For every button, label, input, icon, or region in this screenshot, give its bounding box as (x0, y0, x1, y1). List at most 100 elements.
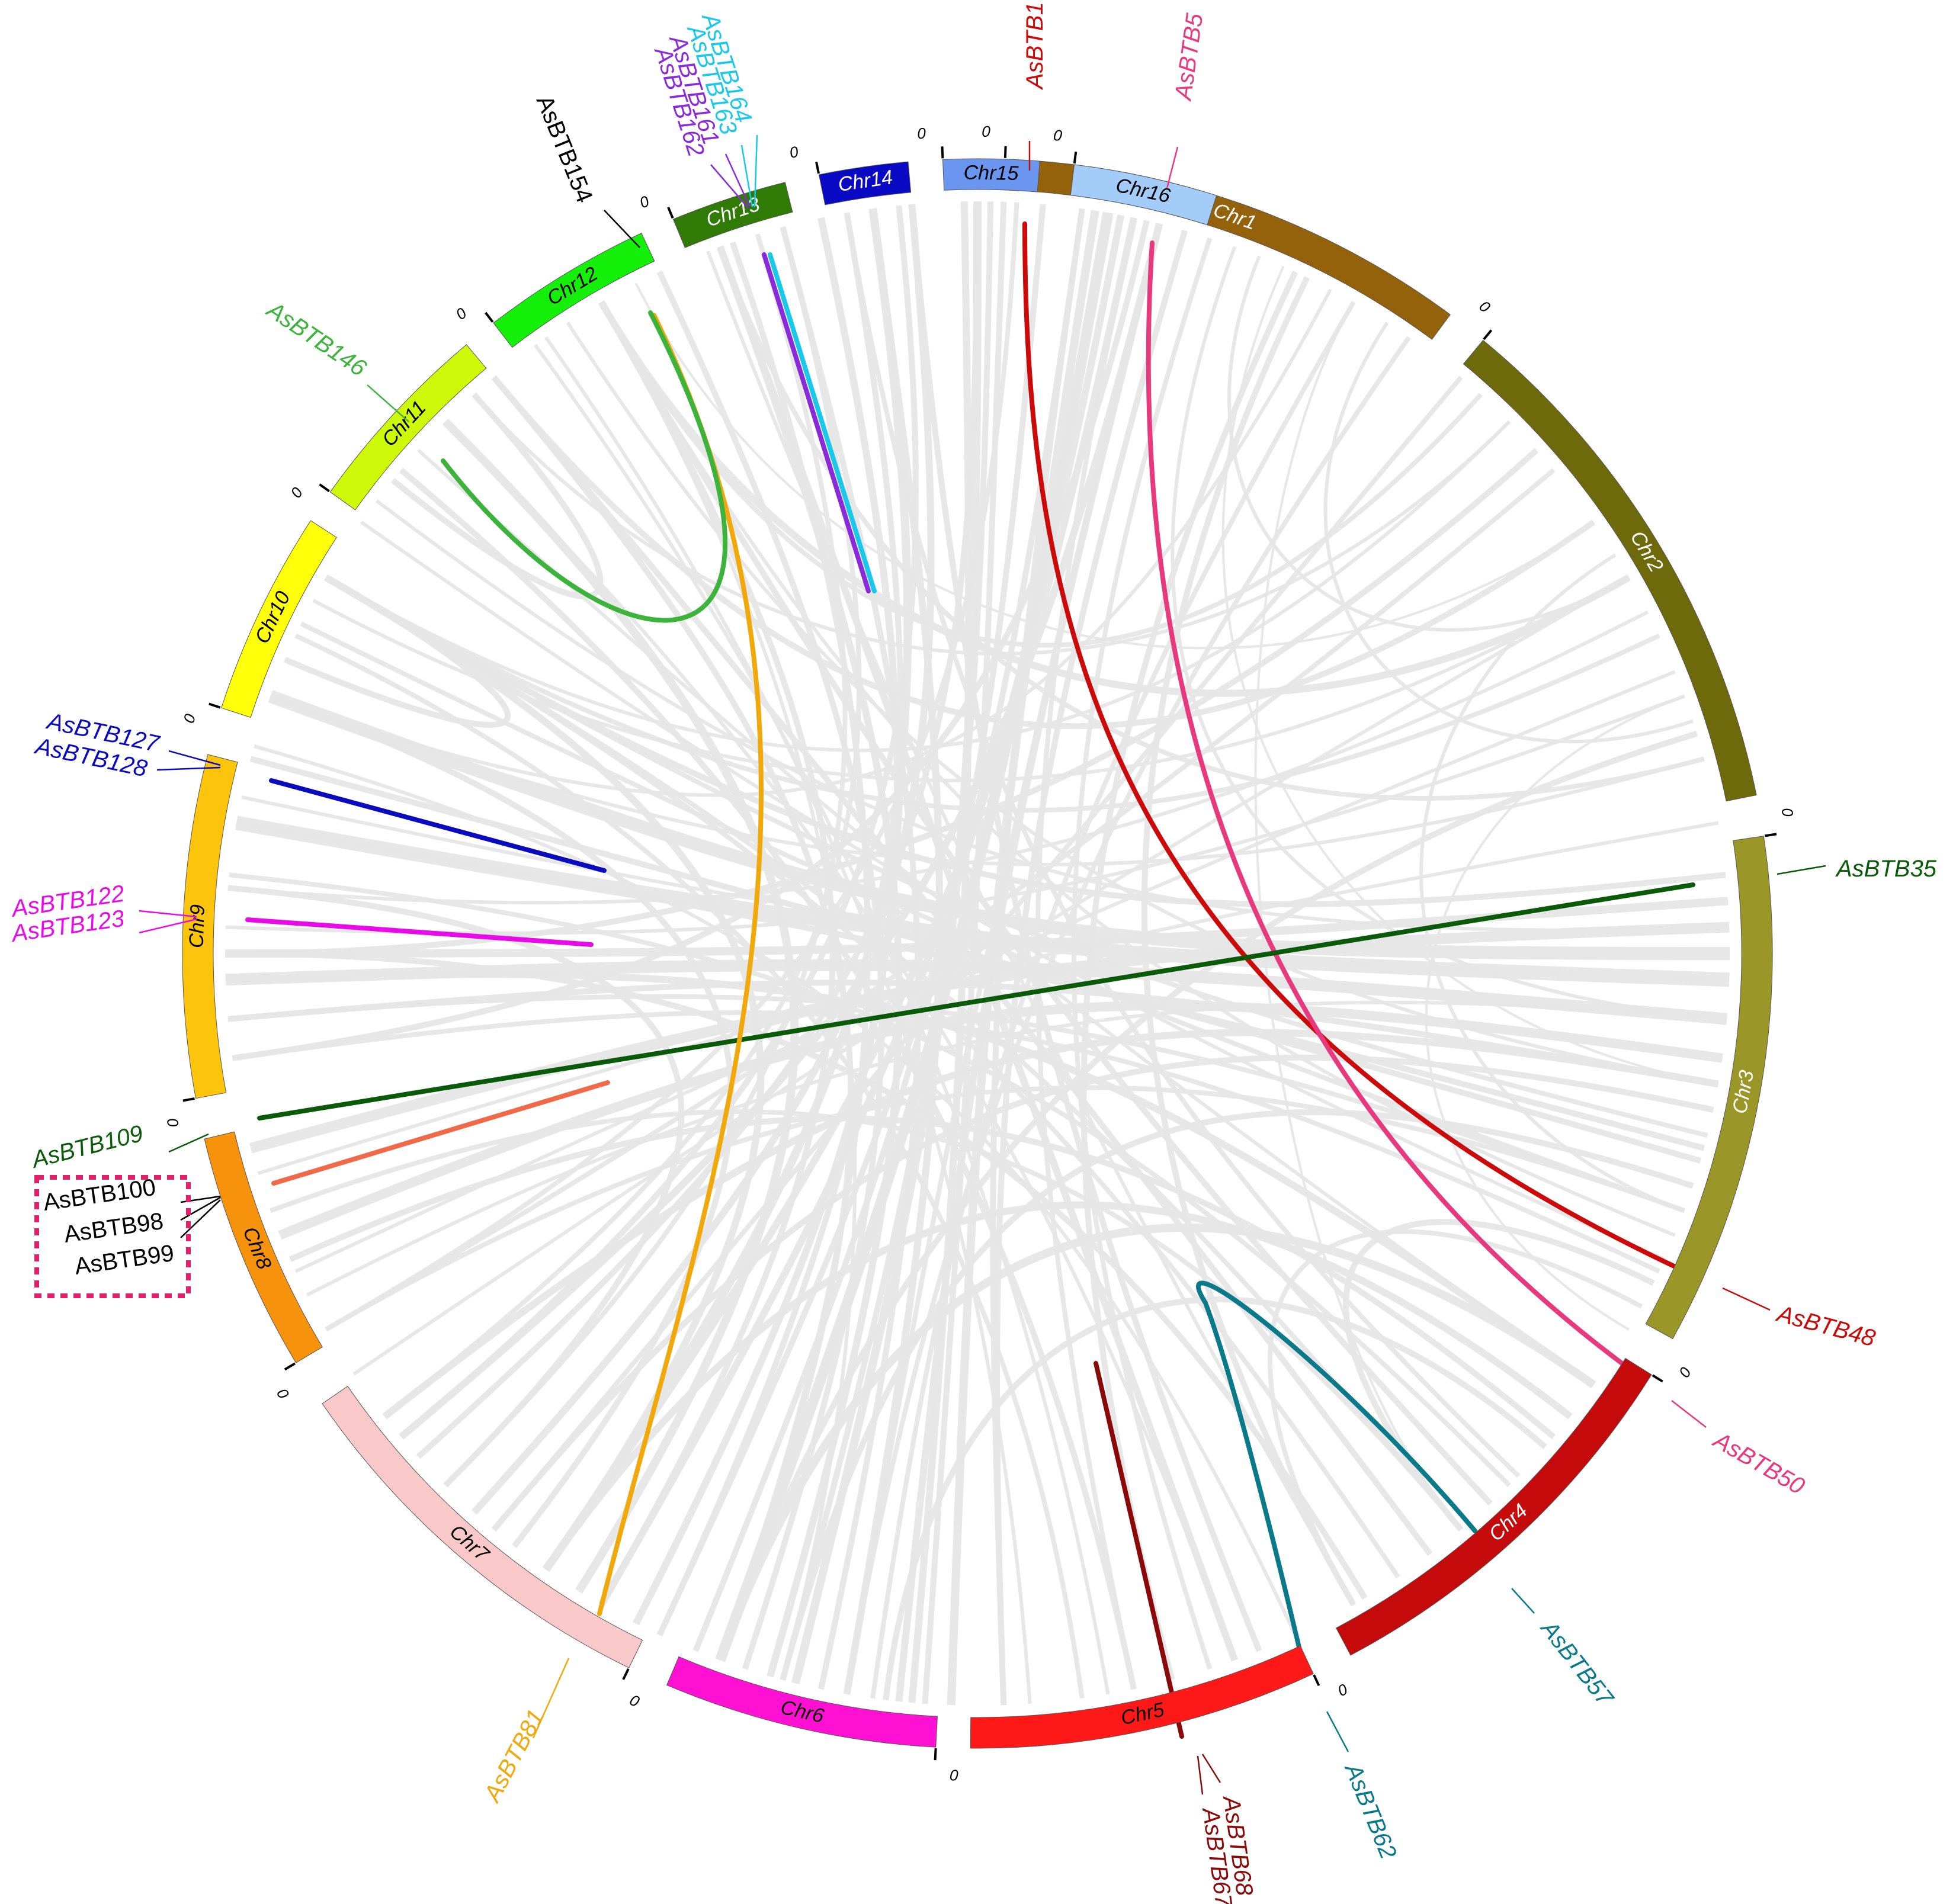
start-tick (1073, 151, 1078, 164)
gene-label-asbtb62: AsBTB62 (1326, 1711, 1402, 1863)
start-tick (1764, 833, 1777, 837)
start-tick (1652, 1374, 1663, 1383)
chromosome-band (1463, 339, 1757, 802)
chromosome-band (182, 754, 238, 1099)
synteny-link (471, 204, 935, 1515)
duplication-link (1146, 240, 1627, 1367)
label-leader-line (139, 918, 197, 934)
gene-label-asbtb57: AsBTB57 (1511, 1588, 1619, 1712)
gene-label-asbtb146: AsBTB146 (261, 296, 409, 422)
synteny-link (324, 574, 765, 1572)
label-leader-line (1201, 1754, 1221, 1783)
synteny-link (566, 322, 1719, 1086)
start-tick-label: 0 (1476, 297, 1494, 316)
synteny-link (656, 212, 905, 1637)
start-tick-label: 0 (1053, 126, 1064, 145)
start-tick (485, 312, 494, 323)
chromosome-label: Chr9 (185, 904, 210, 948)
synteny-link (325, 202, 1019, 1332)
label-leader-line (532, 1658, 570, 1739)
chromosome-band (942, 158, 1040, 192)
chromosome-band (322, 1385, 643, 1668)
start-tick (622, 1668, 630, 1680)
start-tick-label: 0 (982, 123, 991, 141)
gene-label-text: AsBTB5 (1170, 11, 1208, 102)
label-leader-line (724, 153, 751, 208)
label-leader-line (1166, 146, 1179, 189)
chromosome-ring: 0Chr10Chr20Chr30Chr40Chr50Chr60Chr70Chr8… (163, 123, 1797, 1784)
label-leader-line (710, 164, 748, 208)
start-tick-label: 0 (179, 711, 199, 725)
label-leader-line (180, 1196, 221, 1221)
gene-label-asbtb109: AsBTB109 (28, 1120, 209, 1173)
synteny-link (844, 223, 1162, 1695)
gene-label-text: AsBTB100 (41, 1174, 157, 1216)
start-tick (1483, 329, 1493, 341)
background-synteny-links (225, 201, 1730, 1706)
chromosome-band (329, 344, 487, 510)
gene-label-text: AsBTB50 (1708, 1427, 1809, 1500)
gene-label-asbtb35: AsBTB35 (1777, 856, 1937, 882)
synteny-link (543, 217, 1137, 1572)
gene-label-asbtb48: AsBTB48 (1722, 1287, 1878, 1352)
synteny-link (472, 393, 1511, 656)
label-leader-line (156, 766, 221, 771)
duplication-link (245, 917, 594, 947)
duplication-link (269, 778, 607, 873)
start-tick-label: 0 (788, 143, 800, 162)
start-tick-label: 0 (163, 1117, 182, 1129)
gene-label-asbtb5: AsBTB5 (1166, 11, 1208, 189)
chromosome-band (493, 233, 655, 348)
chromosome-band (1335, 1357, 1652, 1656)
synteny-link (300, 621, 1685, 1213)
start-tick (319, 483, 330, 493)
label-leader-line (180, 1199, 221, 1238)
chromosome-label: Chr15 (963, 161, 1018, 185)
synteny-link (598, 300, 836, 1607)
synteny-link (599, 301, 857, 1681)
synteny-link (922, 201, 1007, 1704)
start-tick-label: 0 (917, 124, 926, 143)
synteny-link (227, 885, 685, 1488)
chromosome-band (970, 1645, 1314, 1749)
synteny-link (325, 575, 1660, 813)
label-leader-line (1511, 1588, 1535, 1614)
gene-label-asbtb154: AsBTB154 (531, 92, 640, 248)
chromosome-band (1070, 164, 1217, 226)
label-leader-line (1197, 1755, 1204, 1795)
synteny-link (236, 820, 1705, 1151)
duplication-link (271, 1080, 610, 1186)
gene-label-text: AsBTB99 (73, 1240, 175, 1280)
gene-label-text: AsBTB62 (1339, 1759, 1402, 1863)
duplication-link (1094, 1361, 1184, 1739)
start-tick-label: 0 (452, 304, 470, 323)
label-leader-line (139, 910, 197, 918)
start-tick-label: 0 (287, 484, 306, 502)
synteny-link (1343, 1219, 1655, 1532)
chromosome-band (1645, 836, 1773, 1340)
synteny-link (780, 1109, 1694, 1681)
gene-label-text: AsBTB109 (28, 1120, 146, 1173)
start-tick (667, 207, 674, 219)
label-leader-line (168, 1133, 209, 1153)
gene-label-text: AsBTB35 (1835, 856, 1937, 882)
start-tick (182, 1097, 195, 1102)
duplication-link (1022, 221, 1676, 1269)
duplication-link (762, 252, 871, 593)
synteny-link (656, 270, 885, 1670)
start-tick-label: 0 (1675, 1364, 1695, 1381)
gene-label-text: AsBTB57 (1535, 1615, 1619, 1712)
synteny-link (270, 1109, 1463, 1531)
chromosome-band (666, 1656, 938, 1748)
synteny-link (227, 980, 1719, 1087)
start-tick-label: 0 (1335, 1680, 1351, 1700)
synteny-link (254, 744, 1297, 1636)
synteny-link (1268, 1229, 1643, 1606)
chromosome-band (204, 1131, 323, 1363)
gene-label-text: AsBTB48 (1774, 1301, 1878, 1352)
